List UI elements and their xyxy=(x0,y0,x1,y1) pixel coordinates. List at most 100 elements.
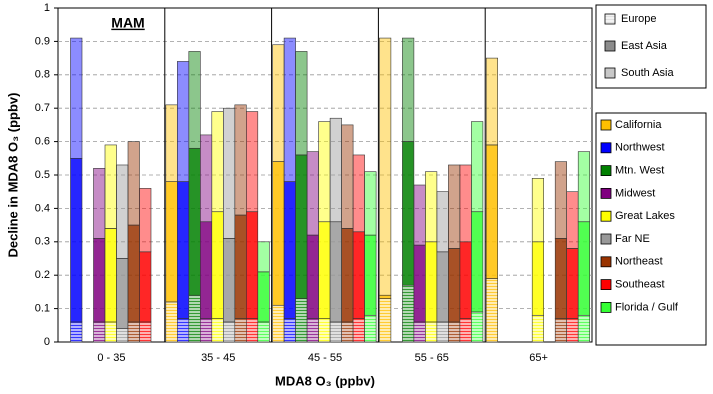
y-tick-label: 0.9 xyxy=(35,35,50,47)
legend-label: Northeast xyxy=(615,256,663,268)
bar-segment xyxy=(116,164,129,259)
bar-segment xyxy=(93,168,106,239)
bar-segment xyxy=(177,61,190,182)
legend-swatch xyxy=(600,279,612,291)
bar-segment xyxy=(283,37,296,182)
legend-swatch xyxy=(600,301,612,313)
y-tick-label: 0.1 xyxy=(35,303,50,315)
bar-segment xyxy=(295,154,308,299)
bar-segment xyxy=(436,321,449,343)
bar-segment xyxy=(234,104,247,216)
bar-segment xyxy=(116,328,129,343)
bar-segment xyxy=(364,171,377,236)
bar-segment xyxy=(257,241,270,273)
legend-swatch xyxy=(600,210,612,222)
bar-segment xyxy=(425,171,438,243)
bar-segment xyxy=(352,318,365,343)
bar-segment xyxy=(165,181,178,303)
bar-segment xyxy=(471,311,484,343)
y-tick-label: 0.3 xyxy=(35,236,50,248)
x-tick-label: 0 - 35 xyxy=(97,352,125,364)
x-tick-label: 65+ xyxy=(529,352,548,364)
bar-segment xyxy=(318,318,331,343)
bar-segment xyxy=(223,107,236,239)
bar-segment xyxy=(306,151,319,236)
y-tick-label: 0.6 xyxy=(35,136,50,148)
bar-segment xyxy=(577,151,591,223)
bar-segment xyxy=(379,37,392,296)
bar-segment xyxy=(341,124,354,229)
bar-segment xyxy=(436,251,449,323)
bar-segment xyxy=(566,191,579,249)
bar-segment xyxy=(425,321,438,343)
bar-segment xyxy=(295,298,308,343)
bar-segment xyxy=(425,241,438,323)
x-axis-title: MDA8 O₃ (ppbv) xyxy=(275,373,375,388)
legend-label: Southeast xyxy=(615,279,665,291)
bar-segment xyxy=(341,321,354,343)
bar-segment xyxy=(531,241,545,316)
legend-label: Florida / Gulf xyxy=(615,301,679,313)
bar-segment xyxy=(234,214,247,319)
legend-swatch xyxy=(604,67,616,79)
bar-segment xyxy=(127,141,140,226)
legend-label: Far NE xyxy=(615,233,650,245)
legend-label: California xyxy=(615,119,662,131)
bar-segment xyxy=(436,191,449,253)
legend-label: Mtn. West xyxy=(615,165,664,177)
bar-segment xyxy=(531,314,545,343)
bar-segment xyxy=(413,184,426,246)
bar-segment xyxy=(295,51,308,156)
bar-segment xyxy=(246,211,259,319)
bar-segment xyxy=(272,44,285,162)
bar-segment xyxy=(566,248,579,319)
bar-segment xyxy=(283,181,296,319)
bar-segment xyxy=(577,314,591,343)
legend-swatch xyxy=(600,233,612,245)
bar-segment xyxy=(341,228,354,323)
bar-segment xyxy=(70,321,83,343)
bar-segment xyxy=(246,318,259,343)
bar-segment xyxy=(364,314,377,343)
legend-swatch xyxy=(600,142,612,154)
bar-segment xyxy=(554,318,568,343)
bar-segment xyxy=(177,318,190,343)
legend-label: East Asia xyxy=(621,40,668,52)
bar-segment xyxy=(188,147,201,296)
bar-segment xyxy=(104,228,117,323)
bar-segment xyxy=(554,238,568,319)
bar-segment xyxy=(364,234,377,316)
bar-segment xyxy=(471,121,484,213)
x-tick-label: 45 - 55 xyxy=(308,352,342,364)
legend-label: Great Lakes xyxy=(615,210,675,222)
legend-label: Europe xyxy=(621,13,656,25)
bar-segment xyxy=(318,121,331,223)
x-tick-label: 55 - 65 xyxy=(415,352,449,364)
legend-swatch xyxy=(600,119,612,131)
bar-segment xyxy=(70,158,83,323)
bar-segment xyxy=(104,144,117,229)
bar-segment xyxy=(379,294,392,299)
y-tick-label: 0.5 xyxy=(35,169,50,181)
y-tick-label: 0.7 xyxy=(35,102,50,114)
legend-swatch xyxy=(600,256,612,268)
legend-swatch xyxy=(604,13,616,25)
bar-segment xyxy=(448,164,461,249)
legend-label: Midwest xyxy=(615,187,655,199)
bar-segment xyxy=(211,318,224,343)
bar-segment xyxy=(329,321,342,343)
bar-segment xyxy=(272,304,285,343)
bar-segment xyxy=(459,318,472,343)
bar-segment xyxy=(402,141,415,286)
bar-segment xyxy=(566,318,579,343)
bar-segment xyxy=(200,134,213,223)
bar-segment xyxy=(165,301,178,343)
bar-segment xyxy=(257,271,270,323)
bar-segment xyxy=(116,258,129,329)
y-tick-label: 0.4 xyxy=(35,202,50,214)
bar-segment xyxy=(272,161,285,306)
bar-segment xyxy=(471,211,484,313)
bar-segment xyxy=(188,51,201,149)
bar-segment xyxy=(306,318,319,343)
bar-segment xyxy=(200,318,213,343)
